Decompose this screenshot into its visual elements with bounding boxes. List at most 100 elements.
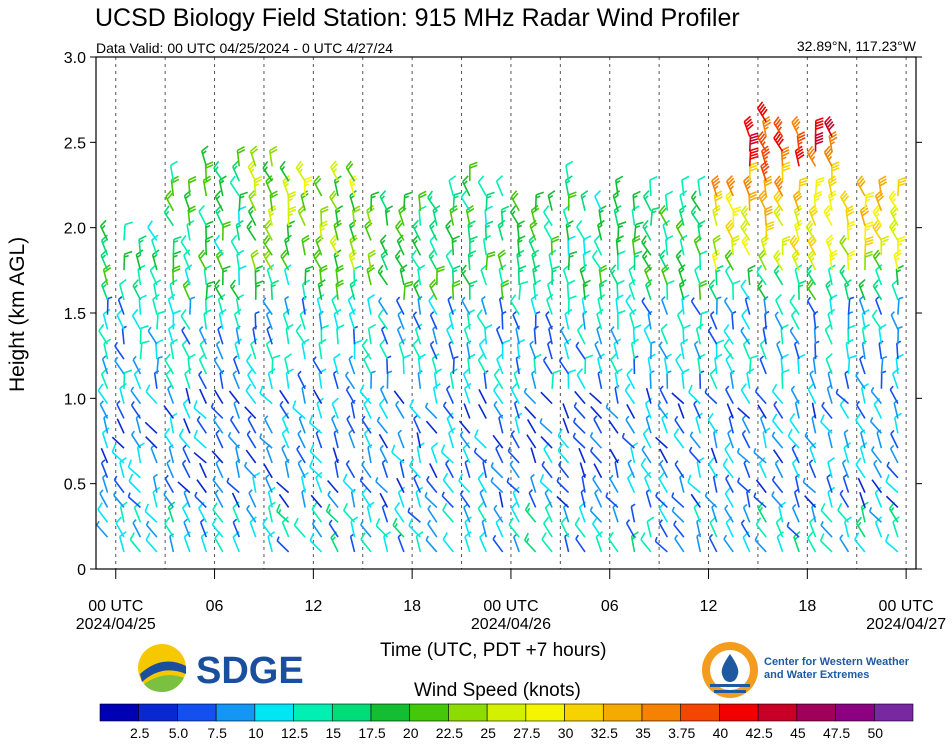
barb-feather	[792, 503, 797, 509]
barb-feather	[210, 402, 215, 408]
wind-barb	[445, 459, 455, 479]
barb-feather	[723, 534, 728, 540]
barb-feather	[874, 284, 879, 289]
barb-feather	[469, 164, 478, 169]
wind-barb	[727, 429, 734, 449]
wind-barb	[204, 161, 214, 182]
wind-barb	[276, 481, 290, 494]
barb-staff	[524, 406, 537, 419]
barb-staff	[379, 344, 389, 360]
barb-feather	[199, 252, 206, 260]
barb-feather	[508, 517, 514, 526]
wind-barb	[640, 457, 652, 479]
barb-staff	[318, 372, 323, 389]
barb-feather	[446, 224, 451, 230]
barb-feather	[869, 417, 874, 422]
barb-staff	[447, 299, 455, 315]
barb-feather	[688, 384, 693, 393]
wind-barb	[771, 431, 784, 449]
barb-feather	[429, 279, 436, 287]
x-tick-label: 18	[403, 598, 421, 615]
barb-feather	[599, 209, 604, 214]
barb-feather	[478, 338, 486, 346]
barb-feather	[728, 180, 736, 188]
barb-staff	[132, 359, 142, 375]
barb-staff	[460, 196, 471, 212]
wind-barb	[231, 492, 240, 508]
barb-feather	[172, 268, 181, 273]
barb-feather	[284, 264, 292, 271]
barb-feather	[612, 189, 621, 197]
colorbar-title: Wind Speed (knots)	[414, 680, 581, 701]
barb-staff	[724, 270, 734, 286]
wind-barb	[789, 294, 800, 316]
wind-barb	[425, 420, 438, 434]
wind-barb	[130, 386, 142, 405]
barb-staff	[116, 403, 125, 419]
barb-staff	[858, 299, 866, 315]
colorbar-label: 7.5	[207, 725, 227, 741]
wind-barb	[578, 447, 586, 464]
barb-staff	[681, 372, 685, 389]
barb-feather	[415, 531, 424, 538]
barb-feather	[501, 282, 510, 288]
wind-barb	[226, 477, 240, 494]
barb-staff	[117, 299, 125, 315]
barb-feather	[897, 326, 903, 330]
barb-feather	[609, 264, 617, 272]
barb-staff	[791, 448, 800, 464]
barb-staff	[279, 404, 290, 419]
wind-barb	[722, 457, 734, 479]
barb-feather	[479, 488, 484, 494]
barb-feather	[541, 532, 547, 540]
barb-staff	[871, 315, 883, 330]
barb-staff	[707, 419, 718, 434]
barb-staff	[843, 447, 850, 464]
barb-staff	[318, 343, 323, 360]
wind-barb	[802, 477, 817, 494]
barb-staff	[771, 420, 784, 434]
wind-barb	[864, 191, 875, 211]
wind-barb	[625, 294, 636, 316]
barb-feather	[750, 132, 759, 137]
barb-feather	[723, 324, 730, 332]
wind-barb	[185, 387, 191, 404]
wind-barb	[760, 234, 770, 256]
barb-staff	[331, 403, 339, 419]
barb-feather	[826, 384, 832, 389]
barb-feather	[724, 249, 732, 257]
barb-feather	[879, 181, 888, 187]
barb-feather	[462, 175, 469, 183]
wind-barb	[152, 473, 158, 493]
barb-feather	[129, 532, 135, 540]
barb-feather	[775, 269, 780, 275]
barb-feather	[745, 121, 753, 128]
barb-feather	[463, 503, 468, 508]
barb-feather	[897, 242, 903, 246]
barb-feather	[361, 415, 366, 421]
barb-feather	[824, 115, 831, 123]
barb-staff	[463, 388, 471, 404]
barb-staff	[860, 432, 866, 449]
colorbar-swatch	[486, 703, 527, 722]
barb-staff	[756, 271, 767, 286]
wind-barb	[510, 430, 520, 449]
barb-staff	[418, 209, 422, 226]
barb-feather	[214, 190, 222, 198]
wind-barb	[119, 382, 127, 404]
barb-staff	[844, 372, 850, 389]
wind-barb	[232, 370, 240, 390]
barb-staff	[446, 418, 455, 434]
barb-staff	[477, 403, 487, 419]
barb-feather	[101, 459, 106, 464]
barb-staff	[185, 387, 191, 404]
barb-feather	[713, 185, 719, 190]
barb-feather	[828, 190, 837, 196]
barb-staff	[264, 418, 273, 434]
barb-feather	[654, 536, 658, 542]
barb-feather	[765, 211, 773, 217]
wind-barb	[379, 190, 389, 212]
wind-barb	[806, 145, 817, 167]
barb-feather	[155, 339, 164, 344]
barb-staff	[875, 269, 883, 286]
